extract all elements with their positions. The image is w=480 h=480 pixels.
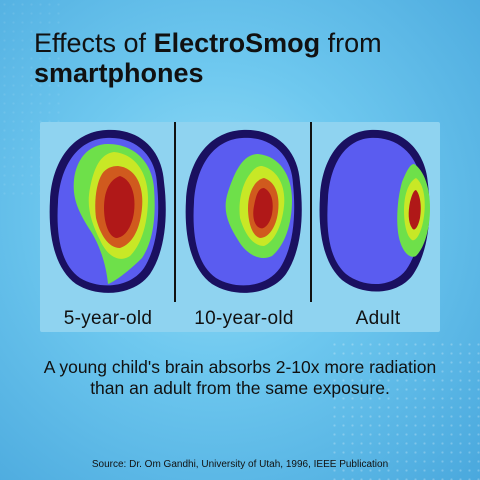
brain-scan-10-year-old — [180, 122, 308, 302]
source-citation: Source: Dr. Om Gandhi, University of Uta… — [91, 459, 389, 470]
scan-divider-2 — [310, 122, 312, 302]
title-part-1: Effects of — [34, 28, 154, 58]
title-line-2: smartphones — [34, 58, 204, 88]
page-title: Effects of ElectroSmog from smartphones — [34, 28, 382, 88]
scan-label-5-year-old: 5-year-old — [63, 308, 153, 329]
dot-pattern-decoration — [330, 340, 480, 480]
caption-line-2: than an adult from the same exposure. — [90, 378, 390, 398]
title-part-3: from — [320, 28, 382, 58]
scan-label-adult: Adult — [355, 308, 401, 329]
scan-label-10-year-old: 10-year-old — [194, 308, 294, 329]
caption-line-1: A young child's brain absorbs 2-10x more… — [43, 357, 437, 377]
title-part-2: ElectroSmog — [153, 28, 321, 58]
brain-scan-5-year-old — [44, 122, 172, 302]
brain-scan-adult — [316, 122, 440, 302]
brain-scan-panel: 5-year-old 10-year-old Adult — [40, 122, 440, 332]
scan-divider-1 — [174, 122, 176, 302]
caption: A young child's brain absorbs 2-10x more… — [20, 357, 460, 399]
